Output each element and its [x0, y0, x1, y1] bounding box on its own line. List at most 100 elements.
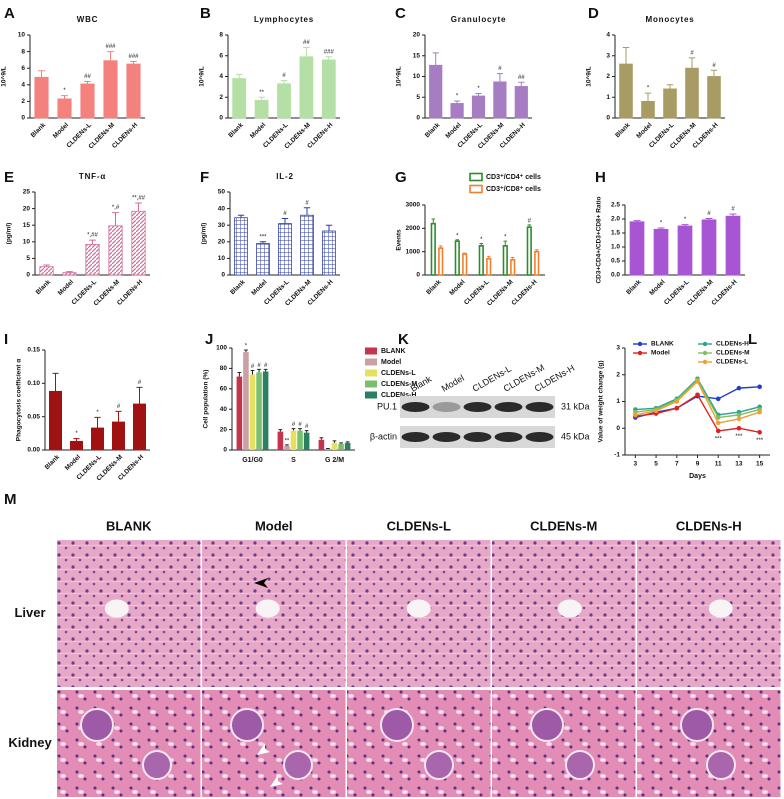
column-header: CLDENs-L	[387, 518, 451, 533]
size-label: 31 kDa	[561, 401, 590, 411]
significance-label: **	[285, 438, 290, 444]
panel-letter: I	[4, 331, 8, 348]
error-bar	[710, 69, 718, 77]
x-tick-label: Model	[52, 122, 70, 140]
vessel	[557, 599, 582, 618]
bar	[471, 95, 486, 119]
bar	[438, 247, 444, 276]
significance-label: #	[283, 211, 287, 217]
legend-label: CLDENs-L	[716, 359, 748, 366]
panel-letter: M	[4, 491, 17, 508]
x-tick-label: Blank	[625, 278, 643, 296]
column-header: CLDENs-H	[676, 518, 742, 533]
legend-label: Model	[381, 359, 401, 366]
y-tick-label: 30	[218, 222, 226, 229]
glomerulus	[283, 750, 313, 780]
bar	[493, 81, 507, 119]
significance-label: *	[647, 86, 650, 92]
bar	[256, 243, 270, 276]
y-tick-label: 0.15	[27, 347, 40, 354]
chart-title: Monocytes	[646, 15, 695, 24]
error-bar	[304, 430, 309, 433]
y-tick-label: 2	[21, 98, 25, 105]
bar	[478, 245, 484, 276]
bar	[62, 272, 77, 276]
x-tick-label: G 2/M	[325, 457, 344, 464]
significance-label: *	[245, 344, 248, 350]
bar	[429, 64, 443, 119]
error-bar	[263, 368, 268, 372]
bar	[284, 445, 290, 450]
error-bar	[326, 447, 330, 449]
chart-title: WBC	[77, 15, 99, 24]
data-point	[653, 408, 659, 414]
y-tick-label: 8	[219, 32, 223, 39]
axis-line	[624, 348, 770, 456]
y-tick-label: 20	[220, 426, 228, 433]
significance-label: ##	[518, 75, 525, 81]
bar	[462, 253, 468, 276]
y-tick-label: 2	[606, 73, 610, 80]
blot-band	[525, 432, 554, 442]
kidney-image	[637, 690, 781, 797]
y-tick-label: 2000	[406, 225, 421, 232]
y-tick-label: 0	[416, 115, 420, 122]
error-bar	[453, 100, 461, 104]
significance-label: *,##	[87, 233, 98, 239]
y-tick-label: -1	[614, 452, 620, 459]
y-axis-label: Value of weight change (g)	[598, 361, 605, 443]
kidney-image	[492, 690, 636, 797]
significance-label: ###	[105, 44, 116, 50]
legend-label: CLDENs-M	[716, 350, 750, 357]
blot-band	[432, 432, 461, 442]
bar	[34, 76, 49, 119]
bar	[108, 225, 123, 276]
error-bar	[52, 372, 59, 392]
bar	[278, 223, 292, 276]
error-bar	[281, 218, 289, 224]
bar	[526, 226, 532, 276]
x-tick-label: Model	[64, 454, 82, 472]
y-axis-label: 10^9/L	[198, 66, 206, 86]
x-tick-label: 13	[735, 461, 743, 468]
legend-label: CLDENs-M	[381, 381, 417, 388]
significance-label: #	[282, 73, 286, 79]
y-tick-label: 5	[416, 94, 420, 101]
bar	[510, 259, 516, 276]
y-axis-label: (pg/ml)	[6, 223, 13, 245]
legend-label: Model	[651, 350, 670, 357]
data-point	[715, 428, 721, 434]
legend-marker	[637, 341, 643, 347]
panel-letter: A	[4, 5, 15, 22]
bar	[685, 67, 699, 119]
error-bar	[235, 73, 243, 79]
blot-band	[463, 402, 492, 412]
error-bar	[257, 368, 261, 373]
y-tick-label: 10	[218, 255, 226, 262]
y-tick-label: 0	[616, 425, 620, 432]
blot-band	[401, 432, 430, 442]
bar	[701, 219, 717, 276]
x-tick-label: S	[291, 457, 296, 464]
x-tick-label: CLDENs-H	[710, 278, 738, 306]
significance-label: #	[251, 364, 255, 370]
y-tick-label: 0.05	[27, 413, 40, 420]
panel-letter: E	[4, 169, 14, 186]
significance-label: *,#	[112, 205, 120, 211]
bar	[707, 76, 721, 119]
arrowhead	[257, 743, 270, 755]
x-tick-label: G1/G0	[242, 457, 263, 464]
y-tick-label: 8	[21, 48, 25, 55]
bar	[303, 432, 310, 450]
bar	[85, 244, 100, 276]
error-bar	[339, 442, 343, 444]
y-tick-label: 1000	[406, 248, 421, 255]
significance-label: ##	[303, 40, 310, 46]
bar	[254, 99, 269, 119]
significance-label: *	[75, 431, 78, 437]
error-bar	[303, 207, 311, 216]
y-tick-label: 2.5	[611, 202, 620, 209]
x-tick-label: 9	[696, 461, 700, 468]
x-tick-label: Blank	[614, 121, 632, 139]
error-bar	[688, 57, 696, 69]
